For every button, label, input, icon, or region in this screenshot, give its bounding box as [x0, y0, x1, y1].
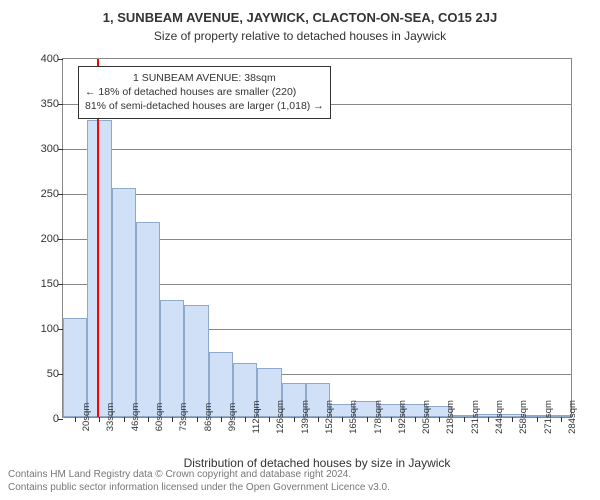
- y-tick-mark: [58, 194, 63, 195]
- x-tick-mark: [488, 417, 489, 422]
- footer-line-1: Contains HM Land Registry data © Crown c…: [8, 468, 390, 481]
- callout-box: 1 SUNBEAM AVENUE: 38sqm ← 18% of detache…: [78, 66, 331, 119]
- x-tick-label: 112sqm: [245, 400, 262, 433]
- histogram-bar: [87, 120, 111, 417]
- x-tick-mark: [561, 417, 562, 422]
- x-tick-mark: [391, 417, 392, 422]
- y-tick-mark: [58, 419, 63, 420]
- x-tick-label: 60sqm: [148, 403, 165, 432]
- page-title: 1, SUNBEAM AVENUE, JAYWICK, CLACTON-ON-S…: [0, 0, 600, 25]
- y-tick-mark: [58, 149, 63, 150]
- x-tick-mark: [172, 417, 173, 422]
- x-tick-mark: [148, 417, 149, 422]
- x-tick-label: 231sqm: [464, 400, 481, 434]
- x-tick-mark: [439, 417, 440, 422]
- histogram-bar: [184, 305, 208, 418]
- x-tick-label: 139sqm: [294, 400, 311, 434]
- chart-area: 05010015020025030035040020sqm33sqm46sqm6…: [62, 58, 572, 418]
- y-tick-mark: [58, 59, 63, 60]
- x-tick-label: 284sqm: [561, 400, 578, 434]
- callout-line-2: ← 18% of detached houses are smaller (22…: [85, 85, 324, 99]
- x-tick-label: 165sqm: [342, 400, 359, 434]
- x-tick-label: 46sqm: [124, 403, 141, 432]
- x-tick-mark: [245, 417, 246, 422]
- x-tick-label: 178sqm: [367, 400, 384, 434]
- x-tick-mark: [415, 417, 416, 422]
- gridline: [63, 149, 571, 150]
- x-tick-mark: [318, 417, 319, 422]
- x-tick-mark: [269, 417, 270, 422]
- histogram-bar: [112, 188, 136, 418]
- x-tick-label: 73sqm: [172, 403, 189, 432]
- callout-line-1: 1 SUNBEAM AVENUE: 38sqm: [85, 71, 324, 85]
- y-tick-mark: [58, 239, 63, 240]
- x-tick-mark: [221, 417, 222, 422]
- x-tick-label: 218sqm: [439, 400, 456, 434]
- footer-text: Contains HM Land Registry data © Crown c…: [8, 468, 390, 494]
- x-tick-label: 271sqm: [537, 400, 554, 434]
- x-tick-label: 33sqm: [99, 403, 116, 432]
- x-tick-label: 258sqm: [512, 400, 529, 434]
- x-tick-mark: [294, 417, 295, 422]
- x-tick-mark: [124, 417, 125, 422]
- x-tick-mark: [75, 417, 76, 422]
- x-tick-mark: [342, 417, 343, 422]
- footer-line-2: Contains public sector information licen…: [8, 481, 390, 494]
- x-tick-mark: [99, 417, 100, 422]
- x-tick-label: 192sqm: [391, 400, 408, 434]
- histogram-bar: [160, 300, 184, 417]
- x-tick-mark: [537, 417, 538, 422]
- y-tick-mark: [58, 284, 63, 285]
- x-tick-mark: [197, 417, 198, 422]
- x-tick-label: 126sqm: [269, 400, 286, 434]
- x-tick-mark: [367, 417, 368, 422]
- histogram-bar: [136, 222, 160, 417]
- x-tick-label: 152sqm: [318, 400, 335, 434]
- page-subtitle: Size of property relative to detached ho…: [0, 25, 600, 47]
- x-tick-label: 86sqm: [197, 403, 214, 432]
- gridline: [63, 194, 571, 195]
- x-tick-label: 99sqm: [221, 403, 238, 432]
- x-tick-mark: [512, 417, 513, 422]
- x-tick-label: 244sqm: [488, 400, 505, 434]
- x-tick-label: 20sqm: [75, 403, 92, 432]
- callout-line-3: 81% of semi-detached houses are larger (…: [85, 99, 324, 113]
- y-tick-mark: [58, 104, 63, 105]
- x-tick-label: 205sqm: [415, 400, 432, 434]
- x-tick-mark: [464, 417, 465, 422]
